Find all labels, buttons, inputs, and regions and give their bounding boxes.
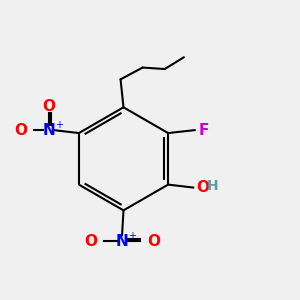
Text: O: O (147, 234, 160, 249)
Text: H: H (206, 179, 218, 193)
Text: +: + (128, 231, 136, 241)
Text: +: + (55, 120, 63, 130)
Text: N: N (42, 123, 55, 138)
Text: −: − (16, 120, 26, 130)
Text: O: O (14, 123, 27, 138)
Text: F: F (198, 123, 208, 138)
Text: O: O (42, 99, 55, 114)
Text: O: O (196, 180, 209, 195)
Text: −: − (86, 231, 96, 241)
Text: O: O (84, 234, 97, 249)
Text: N: N (116, 234, 128, 249)
